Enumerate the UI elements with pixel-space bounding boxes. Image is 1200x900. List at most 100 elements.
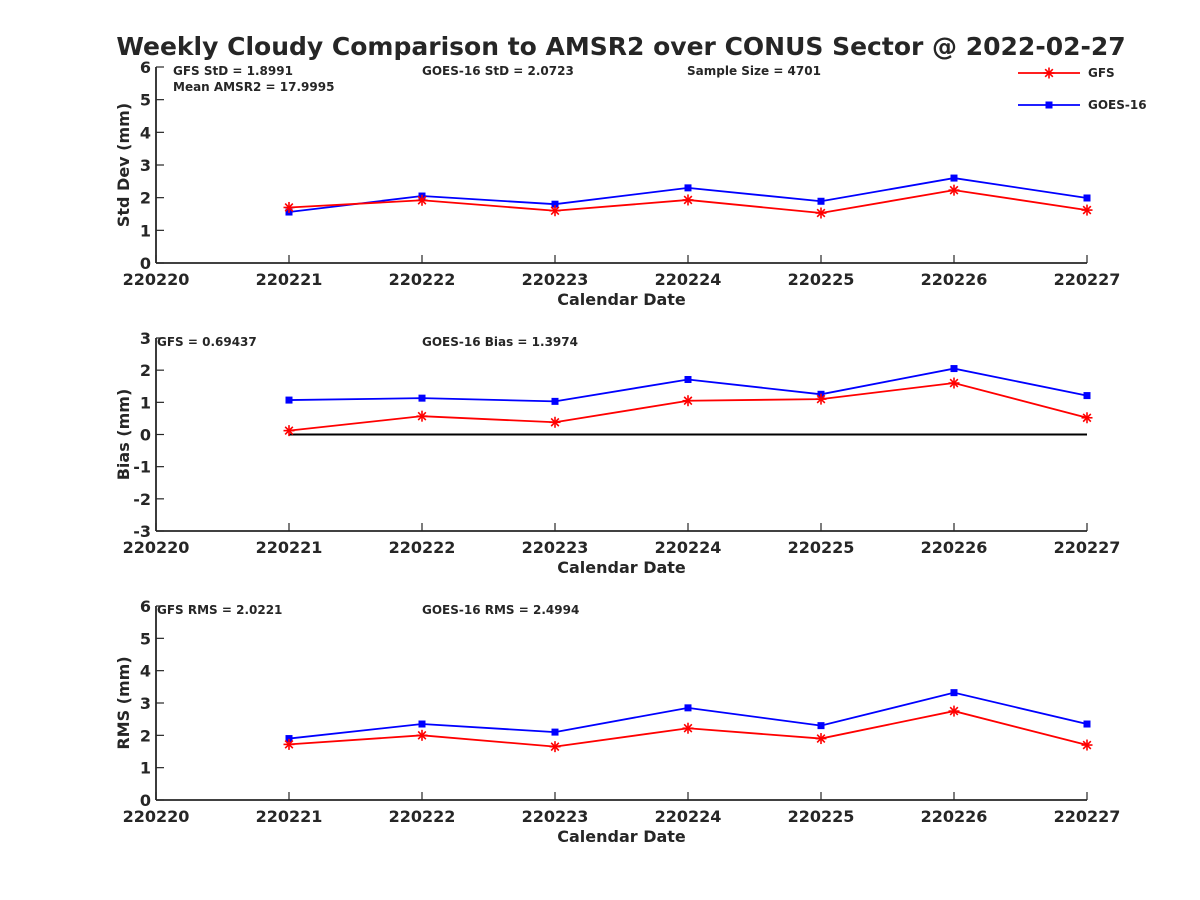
y-tick-label: 2 (140, 726, 151, 745)
data-point-gfs (682, 194, 694, 206)
x-tick-label: 220226 (921, 270, 988, 289)
data-point-gfs (283, 738, 295, 750)
y-tick-label: -3 (133, 522, 151, 541)
x-tick-label: 220221 (256, 807, 323, 826)
data-point-goes-16 (551, 200, 559, 208)
data-point-gfs (1081, 412, 1093, 424)
y-tick-label: 1 (140, 393, 151, 412)
figure-title: Weekly Cloudy Comparison to AMSR2 over C… (116, 32, 1125, 61)
data-point-gfs (283, 425, 295, 437)
legend-entry-goes-16: GOES-16 (1018, 98, 1147, 112)
legend-entry-gfs: GFS (1018, 66, 1115, 80)
data-point-goes-16 (950, 365, 958, 373)
x-tick-label: 220222 (389, 270, 456, 289)
y-tick-label: 3 (140, 329, 151, 348)
x-tick-label: 220222 (389, 807, 456, 826)
y-tick-label: -1 (133, 458, 151, 477)
x-tick-label: 220223 (522, 807, 589, 826)
data-point-goes-16 (1083, 194, 1091, 202)
data-point-gfs (416, 194, 428, 206)
data-point-gfs (682, 395, 694, 407)
data-point-gfs (549, 741, 561, 753)
x-tick-label: 220223 (522, 538, 589, 557)
x-tick-label: 220226 (921, 807, 988, 826)
x-tick-label: 220224 (655, 807, 722, 826)
legend-label: GOES-16 (1088, 98, 1147, 112)
x-tick-label: 220220 (123, 538, 190, 557)
data-point-goes-16 (418, 394, 426, 402)
panel-2: -3 -2 -1 0 1 2 3 220220 220221 220222 220223 220224… (114, 329, 1120, 577)
x-tick-label: 220227 (1054, 538, 1121, 557)
data-point-gfs (682, 722, 694, 734)
series-gfs (283, 184, 1093, 219)
data-point-goes-16 (684, 704, 692, 712)
stat-annotation: GOES-16 StD = 2.0723 (422, 64, 574, 78)
data-point-gfs (549, 205, 561, 217)
stat-annotation: GOES-16 RMS = 2.4994 (422, 603, 579, 617)
stat-annotation: Sample Size = 4701 (687, 64, 821, 78)
y-tick-label: 3 (140, 694, 151, 713)
data-point-goes-16 (551, 397, 559, 405)
x-tick-label: 220225 (788, 270, 855, 289)
stat-annotation: Mean AMSR2 = 17.9995 (173, 80, 334, 94)
data-point-gfs (416, 410, 428, 422)
series-goes-16 (285, 689, 1091, 743)
data-point-goes-16 (551, 728, 559, 736)
y-tick-label: 4 (140, 662, 151, 681)
x-axis-label: Calendar Date (557, 558, 686, 577)
data-point-gfs (1081, 204, 1093, 216)
legend: GFS GOES-16 (1018, 66, 1147, 112)
data-point-gfs (815, 207, 827, 219)
y-tick-label: 5 (140, 629, 151, 648)
y-tick-label: 2 (140, 361, 151, 380)
y-tick-label: 1 (140, 221, 151, 240)
data-point-goes-16 (418, 720, 426, 728)
y-axis-label: RMS (mm) (114, 656, 133, 749)
x-tick-label: 220226 (921, 538, 988, 557)
data-point-gfs (1081, 739, 1093, 751)
y-tick-label: 0 (140, 791, 151, 810)
x-tick-label: 220223 (522, 270, 589, 289)
x-tick-label: 220225 (788, 807, 855, 826)
data-point-goes-16 (684, 375, 692, 383)
y-tick-label: 6 (140, 597, 151, 616)
data-point-goes-16 (950, 174, 958, 182)
data-point-goes-16 (285, 735, 293, 743)
data-point-goes-16 (817, 197, 825, 205)
data-point-gfs (283, 201, 295, 213)
data-point-goes-16 (1083, 720, 1091, 728)
x-tick-label: 220227 (1054, 270, 1121, 289)
data-point-gfs (815, 393, 827, 405)
x-tick-label: 220222 (389, 538, 456, 557)
x-tick-label: 220221 (256, 270, 323, 289)
y-axis-label: Std Dev (mm) (114, 103, 133, 227)
x-tick-label: 220224 (655, 538, 722, 557)
x-axis-label: Calendar Date (557, 827, 686, 846)
y-tick-label: 1 (140, 759, 151, 778)
x-tick-label: 220220 (123, 270, 190, 289)
legend-marker (1043, 67, 1055, 79)
data-point-gfs (815, 733, 827, 745)
x-tick-label: 220224 (655, 270, 722, 289)
x-axis-label: Calendar Date (557, 290, 686, 309)
y-tick-label: -2 (133, 490, 151, 509)
y-tick-label: 5 (140, 91, 151, 110)
legend-marker (1045, 101, 1053, 109)
series-gfs (283, 705, 1093, 753)
x-tick-label: 220225 (788, 538, 855, 557)
x-tick-label: 220221 (256, 538, 323, 557)
panel-1: 0 1 2 3 4 5 6 220220 220221 220222 220223 220224 220… (114, 58, 1120, 309)
y-tick-label: 6 (140, 58, 151, 77)
x-tick-label: 220227 (1054, 807, 1121, 826)
y-tick-label: 3 (140, 156, 151, 175)
stat-annotation: GFS StD = 1.8991 (173, 64, 293, 78)
panels: 0 1 2 3 4 5 6 220220 220221 220222 220223 220224 220… (114, 58, 1120, 846)
data-point-goes-16 (684, 184, 692, 192)
data-point-gfs (416, 729, 428, 741)
data-point-gfs (948, 377, 960, 389)
data-point-goes-16 (817, 722, 825, 730)
y-axis-label: Bias (mm) (114, 389, 133, 481)
stat-annotation: GFS = 0.69437 (157, 335, 257, 349)
y-tick-label: 0 (140, 426, 151, 445)
